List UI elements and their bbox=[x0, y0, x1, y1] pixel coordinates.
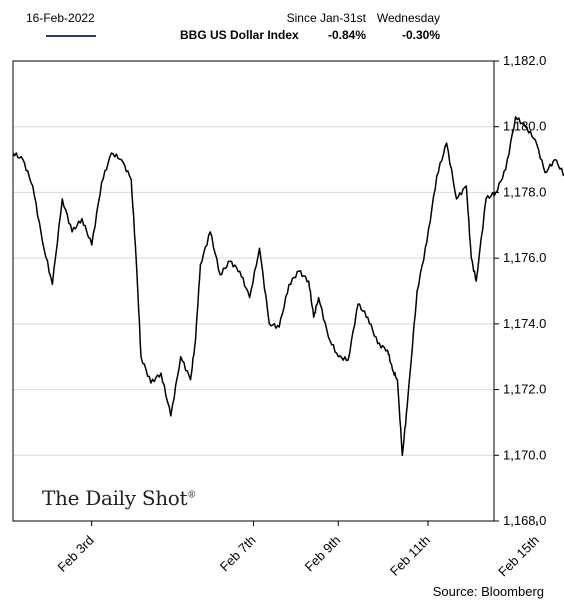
y-tick-label: 1,178.0 bbox=[503, 184, 546, 199]
y-tick-label: 1,168.0 bbox=[503, 513, 546, 528]
series-line bbox=[12, 116, 564, 457]
x-tick-label: Feb 9th bbox=[302, 533, 344, 575]
y-tick-label: 1,182.0 bbox=[503, 53, 546, 68]
legend-line-swatch bbox=[46, 35, 96, 37]
chart-date: 16-Feb-2022 bbox=[26, 11, 95, 25]
x-tick-label: Feb 11th bbox=[387, 533, 433, 579]
x-tick-label: Feb 15th bbox=[495, 533, 542, 580]
y-tick-label: 1,176.0 bbox=[503, 250, 546, 265]
col2-label: Wednesday bbox=[376, 11, 440, 25]
y-tick-label: 1,174.0 bbox=[503, 316, 546, 331]
col1-value: -0.84% bbox=[327, 28, 366, 42]
legend-series-label: BBG US Dollar Index bbox=[180, 28, 299, 42]
y-tick-label: 1,170.0 bbox=[503, 447, 546, 462]
x-tick-label: Feb 7th bbox=[217, 533, 259, 575]
x-tick-label: Feb 3rd bbox=[54, 533, 96, 575]
col1-label: Since Jan-31st bbox=[286, 11, 366, 25]
source-note: Source: Bloomberg bbox=[432, 584, 544, 599]
logo-text: The Daily Shot bbox=[42, 486, 188, 510]
plot-frame bbox=[12, 60, 495, 522]
logo-mark: ® bbox=[187, 490, 196, 501]
col2-value: -0.30% bbox=[401, 28, 440, 42]
daily-shot-logo: The Daily Shot® bbox=[42, 486, 196, 510]
y-tick-label: 1,172.0 bbox=[503, 382, 546, 397]
